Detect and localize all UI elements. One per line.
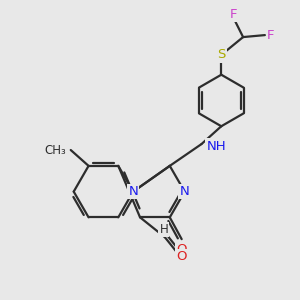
- Text: O: O: [176, 243, 187, 256]
- Text: F: F: [267, 28, 274, 42]
- Text: N: N: [128, 185, 138, 198]
- Text: N: N: [180, 185, 190, 198]
- Text: O: O: [176, 250, 187, 263]
- Text: S: S: [217, 48, 226, 62]
- Text: F: F: [230, 8, 237, 21]
- Text: CH₃: CH₃: [44, 143, 66, 157]
- Text: NH: NH: [206, 140, 226, 153]
- Text: H: H: [160, 223, 168, 236]
